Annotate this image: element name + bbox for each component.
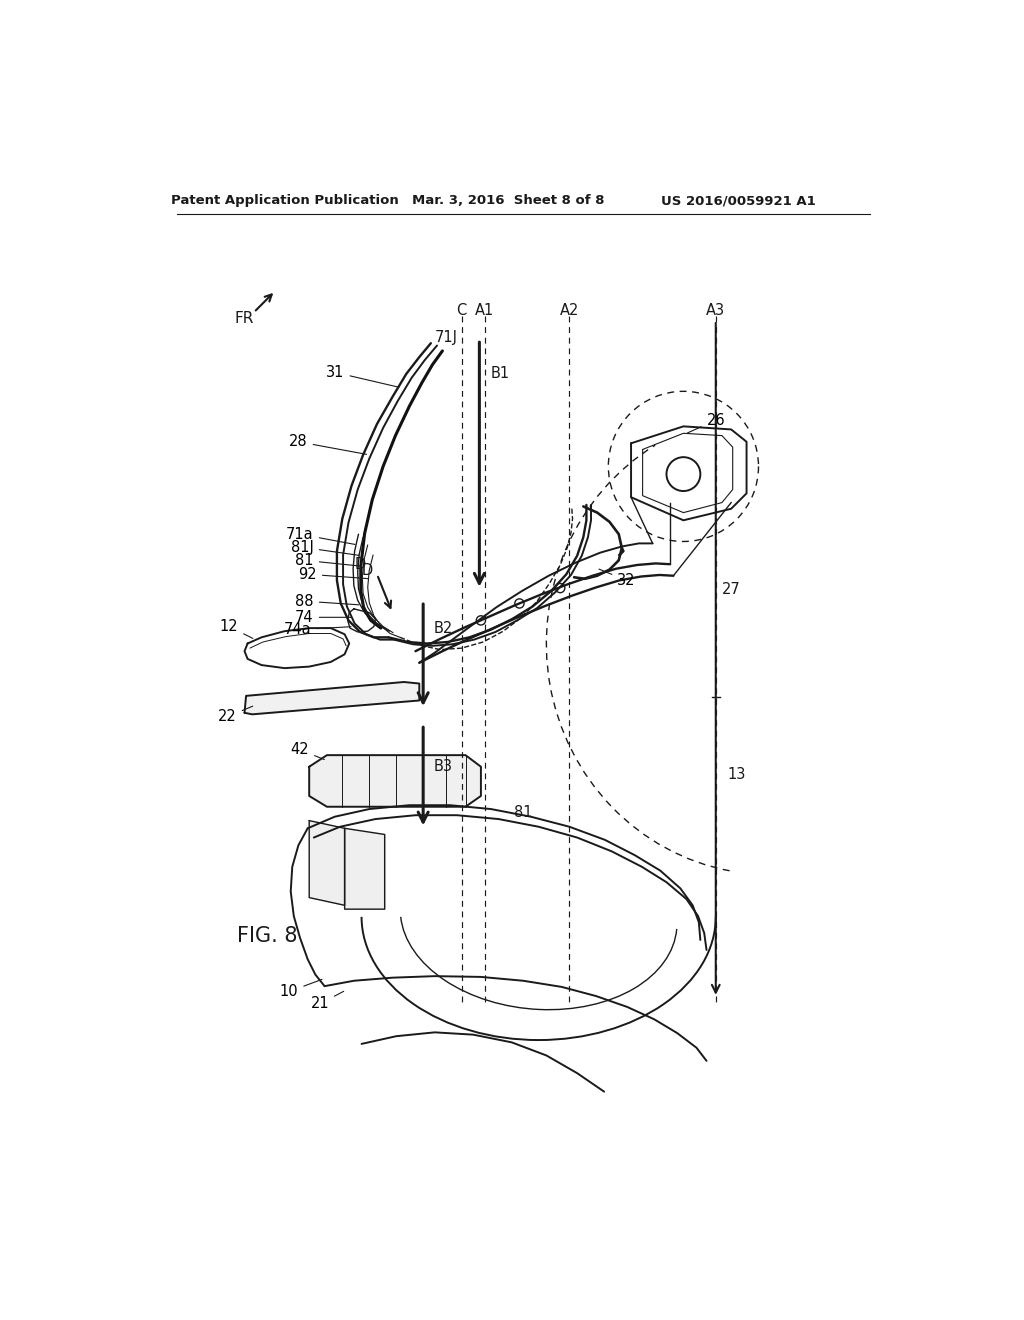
Text: Patent Application Publication: Patent Application Publication — [171, 194, 398, 207]
Text: 32: 32 — [599, 569, 636, 587]
Text: 92: 92 — [298, 566, 368, 582]
Polygon shape — [309, 755, 481, 807]
Text: US 2016/0059921 A1: US 2016/0059921 A1 — [662, 194, 816, 207]
Text: 71a: 71a — [286, 527, 355, 544]
Text: 81J: 81J — [291, 540, 358, 556]
Text: A1: A1 — [475, 304, 495, 318]
Polygon shape — [245, 682, 419, 714]
Text: C: C — [457, 304, 467, 318]
Text: 12: 12 — [220, 619, 253, 639]
Text: 74: 74 — [295, 610, 351, 624]
Text: 28: 28 — [289, 434, 367, 454]
Text: D: D — [362, 562, 374, 578]
Text: 10: 10 — [280, 979, 322, 999]
Text: 71J: 71J — [435, 330, 458, 346]
Text: 26: 26 — [687, 413, 725, 433]
Text: B3: B3 — [433, 759, 453, 775]
Text: 74a: 74a — [284, 622, 351, 638]
Polygon shape — [309, 821, 345, 906]
Text: Mar. 3, 2016  Sheet 8 of 8: Mar. 3, 2016 Sheet 8 of 8 — [412, 194, 604, 207]
Text: 81: 81 — [514, 805, 532, 821]
Text: B2: B2 — [433, 620, 453, 636]
Text: 42: 42 — [291, 742, 325, 759]
Text: 21: 21 — [310, 991, 344, 1011]
Text: 31: 31 — [327, 364, 399, 387]
Text: FR: FR — [234, 312, 254, 326]
Text: D: D — [355, 557, 367, 573]
Text: 27: 27 — [722, 582, 740, 597]
Text: A2: A2 — [560, 304, 580, 318]
Text: 13: 13 — [727, 767, 745, 781]
Text: FIG. 8: FIG. 8 — [238, 927, 298, 946]
Text: 81: 81 — [295, 553, 361, 568]
Polygon shape — [345, 829, 385, 909]
Text: 88: 88 — [295, 594, 358, 609]
Text: 22: 22 — [218, 706, 253, 725]
Text: A3: A3 — [707, 304, 725, 318]
Text: B1: B1 — [490, 367, 509, 381]
